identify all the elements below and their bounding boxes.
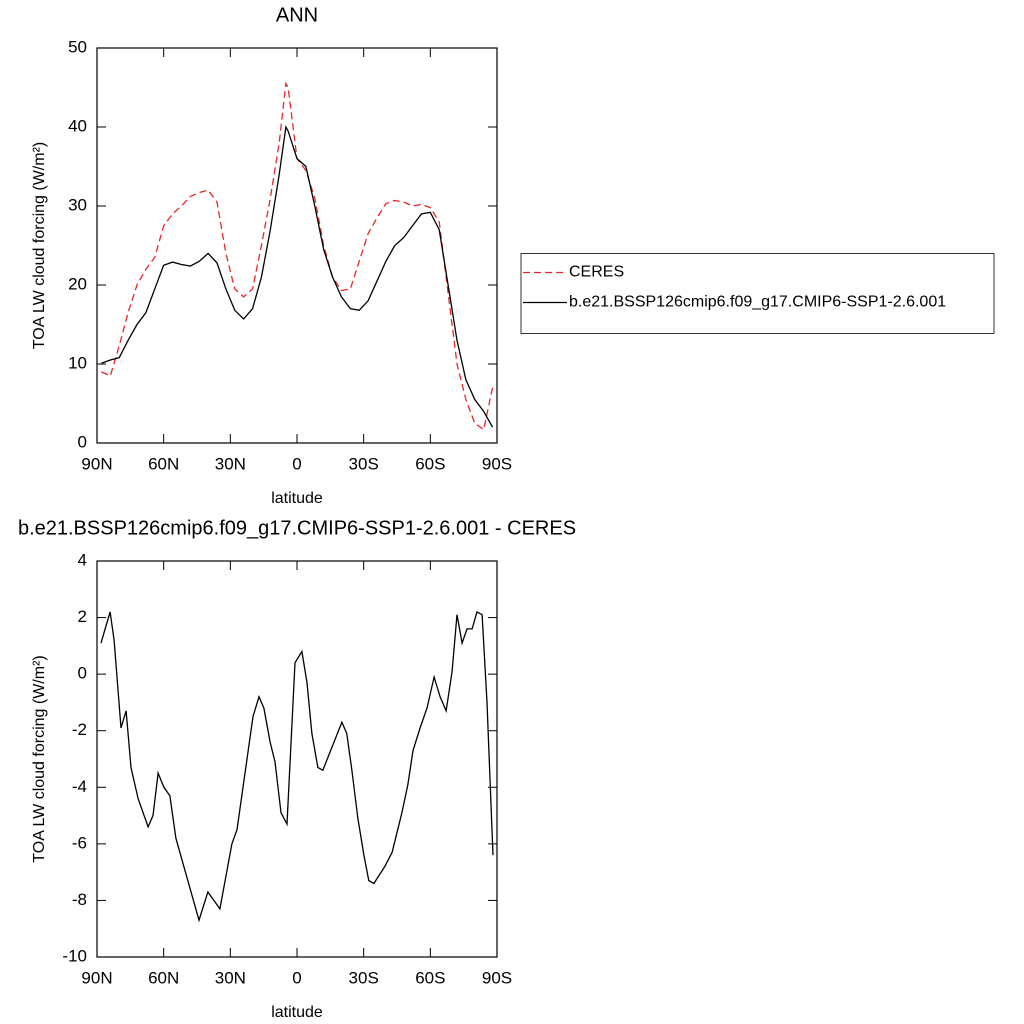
plot-frame — [96, 560, 498, 958]
y-tick-label: 20 — [68, 274, 87, 293]
x-tick-label: 30N — [215, 454, 246, 473]
x-tick-label: 30S — [349, 968, 379, 987]
data-line — [101, 125, 494, 428]
plot-frame — [96, 47, 498, 444]
data-line — [100, 610, 494, 923]
x-tick-label: 0 — [292, 454, 301, 473]
x-tick-label: 60S — [415, 968, 445, 987]
x-axis-label: latitude — [271, 1004, 323, 1021]
y-tick-label: -10 — [62, 946, 87, 965]
x-tick-label: 90N — [81, 454, 112, 473]
chart-title: b.e21.BSSP126cmip6.f09_g17.CMIP6-SSP1-2.… — [18, 517, 576, 539]
data-line — [101, 81, 494, 431]
x-tick-label: 60S — [415, 454, 445, 473]
y-tick-label: 10 — [68, 353, 87, 372]
y-tick-label: -8 — [72, 890, 87, 909]
legend-box — [520, 253, 995, 334]
legend-label: CERES — [569, 264, 624, 281]
y-tick-label: 40 — [68, 116, 87, 135]
chart-title: ANN — [276, 4, 318, 26]
legend-label: b.e21.BSSP126cmip6.f09_g17.CMIP6-SSP1-2.… — [569, 294, 946, 311]
x-axis-label: latitude — [271, 490, 323, 507]
x-tick-label: 30S — [349, 454, 379, 473]
y-tick-label: -4 — [72, 777, 87, 796]
y-tick-label: 30 — [68, 195, 87, 214]
x-tick-label: 60N — [148, 968, 179, 987]
x-tick-label: 90S — [482, 968, 512, 987]
y-axis-label: TOA LW cloud forcing (W/m²) — [31, 655, 48, 862]
y-tick-label: 0 — [78, 432, 87, 451]
x-tick-label: 0 — [292, 968, 301, 987]
y-tick-label: 4 — [78, 550, 87, 569]
y-tick-label: 50 — [68, 37, 87, 56]
x-tick-label: 90S — [482, 454, 512, 473]
y-tick-label: 0 — [78, 664, 87, 683]
y-tick-label: -6 — [72, 833, 87, 852]
x-tick-label: 90N — [81, 968, 112, 987]
y-tick-label: -2 — [72, 720, 87, 739]
x-tick-label: 30N — [215, 968, 246, 987]
x-tick-label: 60N — [148, 454, 179, 473]
y-tick-label: 2 — [78, 607, 87, 626]
y-axis-label: TOA LW cloud forcing (W/m²) — [31, 142, 48, 349]
